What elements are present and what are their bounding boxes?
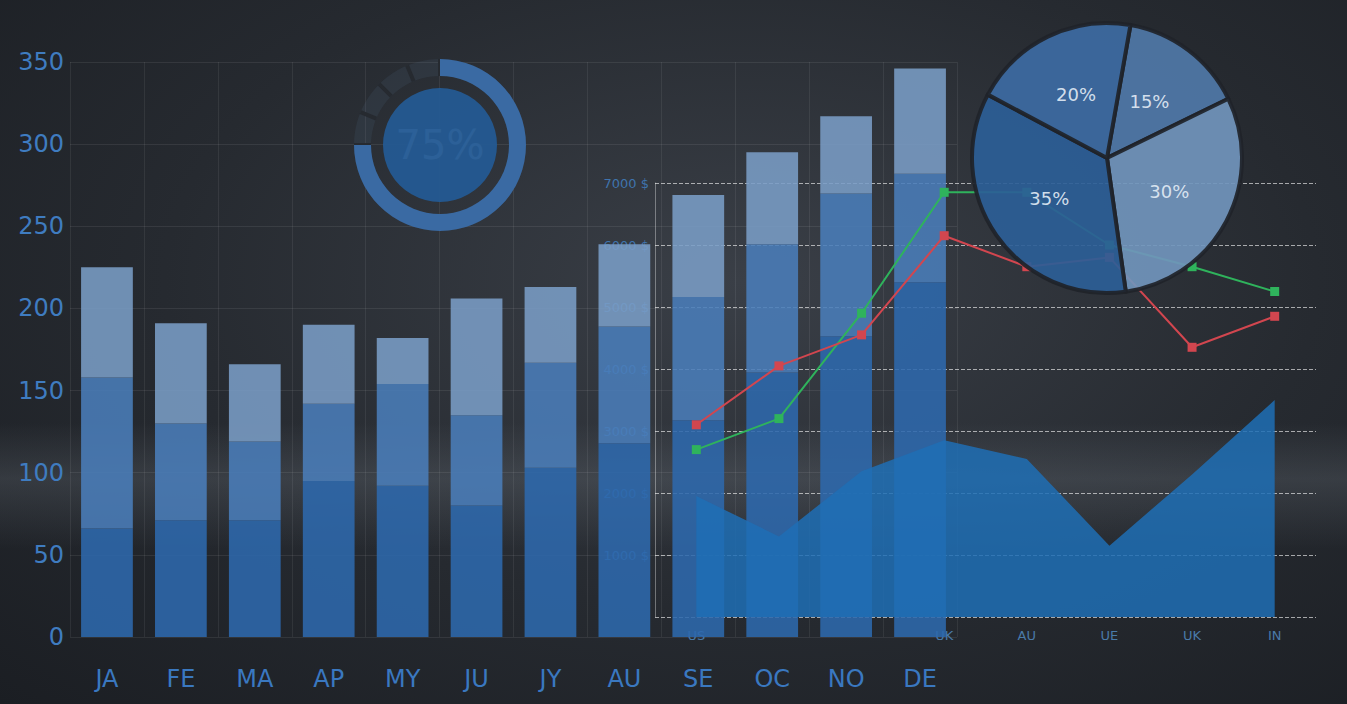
svg-text:JY: JY xyxy=(538,665,562,693)
svg-text:UE: UE xyxy=(1101,628,1119,643)
svg-text:JU: JU xyxy=(462,665,489,693)
svg-text:150: 150 xyxy=(18,377,64,405)
svg-text:DE: DE xyxy=(903,665,937,693)
svg-text:JA: JA xyxy=(93,665,119,693)
svg-text:0: 0 xyxy=(49,623,64,651)
svg-text:MA: MA xyxy=(236,665,274,693)
svg-text:AP: AP xyxy=(313,665,344,693)
svg-text:35%: 35% xyxy=(1029,188,1069,209)
svg-text:250: 250 xyxy=(18,212,64,240)
svg-text:350: 350 xyxy=(18,48,64,76)
svg-text:NO: NO xyxy=(828,665,865,693)
svg-text:300: 300 xyxy=(18,130,64,158)
svg-text:OC: OC xyxy=(754,665,790,693)
svg-text:UK: UK xyxy=(1183,628,1202,643)
svg-text:50: 50 xyxy=(33,541,64,569)
svg-text:15%: 15% xyxy=(1129,91,1169,112)
svg-text:MY: MY xyxy=(385,665,421,693)
svg-text:20%: 20% xyxy=(1056,84,1096,105)
svg-text:7000 $: 7000 $ xyxy=(604,176,650,191)
svg-text:30%: 30% xyxy=(1149,181,1189,202)
svg-text:AU: AU xyxy=(1018,628,1036,643)
svg-text:100: 100 xyxy=(18,459,64,487)
svg-text:200: 200 xyxy=(18,294,64,322)
svg-text:AU: AU xyxy=(607,665,641,693)
svg-text:SE: SE xyxy=(683,665,713,693)
svg-text:IN: IN xyxy=(1268,628,1282,643)
svg-text:FE: FE xyxy=(166,665,195,693)
